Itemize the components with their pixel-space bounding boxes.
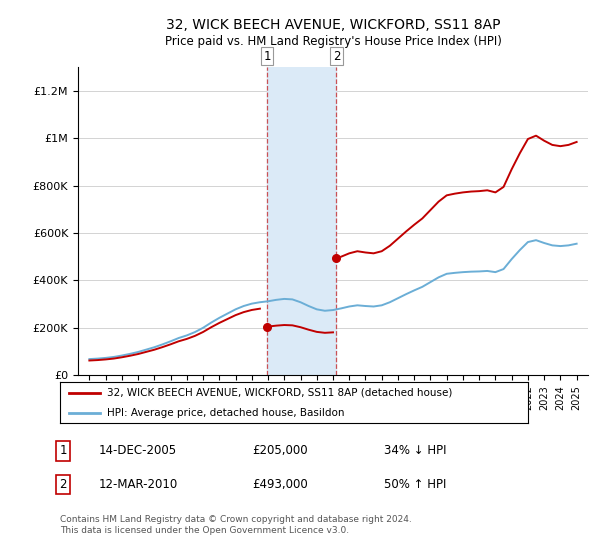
Text: 2: 2 (59, 478, 67, 491)
Text: Price paid vs. HM Land Registry's House Price Index (HPI): Price paid vs. HM Land Registry's House … (164, 35, 502, 49)
Text: 2: 2 (332, 50, 340, 63)
Text: £493,000: £493,000 (252, 478, 308, 491)
Text: 32, WICK BEECH AVENUE, WICKFORD, SS11 8AP: 32, WICK BEECH AVENUE, WICKFORD, SS11 8A… (166, 18, 500, 32)
Text: HPI: Average price, detached house, Basildon: HPI: Average price, detached house, Basi… (107, 408, 344, 418)
Text: 34% ↓ HPI: 34% ↓ HPI (384, 444, 446, 458)
Text: 12-MAR-2010: 12-MAR-2010 (99, 478, 178, 491)
Text: £205,000: £205,000 (252, 444, 308, 458)
Text: 1: 1 (263, 50, 271, 63)
Text: 1: 1 (59, 444, 67, 458)
Text: 14-DEC-2005: 14-DEC-2005 (99, 444, 177, 458)
Text: Contains HM Land Registry data © Crown copyright and database right 2024.
This d: Contains HM Land Registry data © Crown c… (60, 515, 412, 535)
Bar (268, 67, 337, 375)
Text: 50% ↑ HPI: 50% ↑ HPI (384, 478, 446, 491)
Text: 32, WICK BEECH AVENUE, WICKFORD, SS11 8AP (detached house): 32, WICK BEECH AVENUE, WICKFORD, SS11 8A… (107, 388, 452, 398)
